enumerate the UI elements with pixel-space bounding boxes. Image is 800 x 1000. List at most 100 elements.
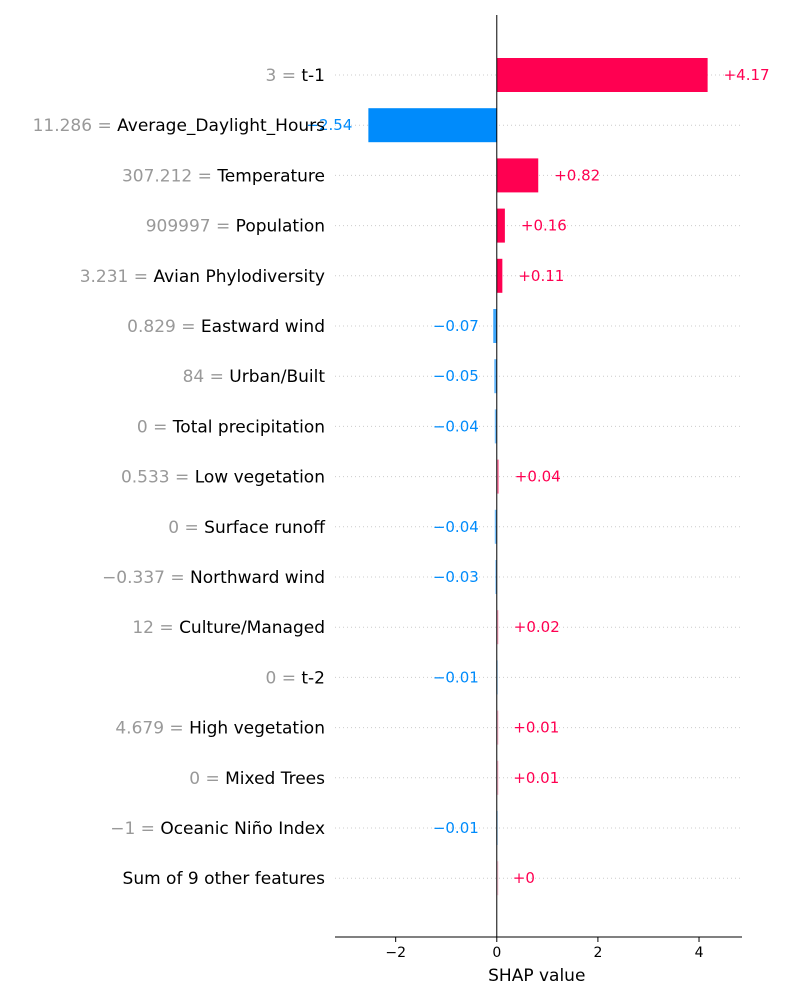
feature-name: Culture/Managed	[179, 618, 325, 638]
equals-sign: =	[135, 819, 160, 839]
equals-sign: =	[176, 317, 201, 337]
bar	[496, 58, 708, 92]
feature-label: 0.533 = Low vegetation	[121, 468, 325, 488]
feature-value: −0.337	[102, 568, 165, 588]
equals-sign: =	[211, 217, 236, 237]
bar	[494, 359, 497, 394]
feature-label: 909997 = Population	[146, 217, 325, 237]
feature-label: −0.337 = Northward wind	[102, 568, 325, 588]
bar	[494, 409, 497, 444]
feature-label: 11.286 = Average_Daylight_Hours	[33, 116, 326, 136]
feature-label: 0.829 = Eastward wind	[127, 317, 325, 337]
feature-value: 11.286	[33, 116, 92, 136]
bar	[495, 560, 497, 594]
value-label: −0.04	[433, 518, 479, 536]
bar	[496, 208, 505, 243]
feature-name: t-1	[301, 66, 325, 86]
feature-label: 0 = Total precipitation	[137, 417, 325, 437]
feature-label: 12 = Culture/Managed	[132, 618, 325, 638]
bar	[496, 610, 499, 645]
bar	[496, 861, 499, 896]
feature-name: Avian Phylodiversity	[153, 267, 325, 287]
feature-value: 84	[183, 367, 205, 387]
feature-name: Surface runoff	[204, 518, 326, 538]
value-label: +0.11	[518, 267, 564, 285]
feature-value: 0.533	[121, 468, 170, 488]
equals-sign: =	[192, 166, 217, 186]
equals-sign: =	[179, 518, 204, 538]
feature-label: 3.231 = Avian Phylodiversity	[80, 267, 325, 287]
feature-name: Sum of 9 other features	[123, 869, 326, 889]
feature-value: 307.212	[122, 166, 192, 186]
value-label: −2.54	[306, 116, 352, 134]
value-label: −0.07	[433, 317, 479, 335]
feature-name: Oceanic Niño Index	[160, 819, 325, 839]
value-label: +0.02	[514, 618, 560, 636]
feature-value: 0	[168, 518, 179, 538]
x-axis: −2 0 2 4	[335, 936, 742, 961]
feature-label: 0 = t-2	[265, 668, 325, 688]
feature-name: Northward wind	[190, 568, 325, 588]
feature-label: 0 = Surface runoff	[168, 518, 326, 538]
value-label: +0.01	[513, 769, 559, 787]
feature-name: Population	[236, 217, 325, 237]
bars	[368, 58, 708, 896]
value-label: +0.82	[554, 166, 600, 184]
feature-label: 3 = t-1	[265, 66, 325, 86]
value-label: +0	[513, 869, 535, 887]
value-label: −0.05	[433, 367, 479, 385]
value-label: −0.01	[433, 668, 479, 686]
feature-name: Temperature	[216, 166, 325, 186]
feature-value: 0	[265, 668, 276, 688]
feature-value: −1	[110, 819, 135, 839]
value-label: +0.16	[521, 217, 567, 235]
x-tick-label: 2	[593, 945, 602, 961]
feature-name: t-2	[301, 668, 325, 688]
equals-sign: =	[170, 468, 195, 488]
equals-sign: =	[165, 568, 190, 588]
feature-value: 0.829	[127, 317, 176, 337]
value-label: −0.03	[433, 568, 479, 586]
bar	[494, 509, 497, 544]
feature-label: −1 = Oceanic Niño Index	[110, 819, 325, 839]
equals-sign: =	[276, 668, 301, 688]
feature-labels: 3 = t-111.286 = Average_Daylight_Hours30…	[33, 66, 327, 889]
feature-value: 909997	[146, 217, 211, 237]
value-label: +0.04	[515, 468, 561, 486]
x-tick-label: 0	[492, 945, 501, 961]
value-label: +0.01	[513, 719, 559, 737]
equals-sign: =	[164, 719, 189, 739]
bar	[496, 760, 499, 795]
value-labels: +4.17 −2.54 +0.82 +0.16 +0.11 −0.07 −0.05 −0.04…	[306, 66, 769, 887]
value-label: +4.17	[724, 66, 770, 84]
bar	[496, 710, 499, 745]
feature-label: 0 = Mixed Trees	[189, 769, 325, 789]
feature-value: 12	[132, 618, 154, 638]
feature-name: Average_Daylight_Hours	[117, 116, 325, 136]
bar	[496, 158, 539, 193]
feature-name: Urban/Built	[229, 367, 325, 387]
feature-name: High vegetation	[189, 719, 325, 739]
bar	[368, 108, 497, 143]
feature-value: 4.679	[115, 719, 164, 739]
feature-label: 307.212 = Temperature	[122, 166, 325, 186]
feature-value: 0	[189, 769, 200, 789]
feature-value: 3.231	[80, 267, 129, 287]
equals-sign: =	[276, 66, 301, 86]
feature-name: Total precipitation	[172, 417, 325, 437]
feature-value: 0	[137, 417, 148, 437]
bar	[493, 309, 497, 343]
feature-value: 3	[265, 66, 276, 86]
bar	[496, 258, 503, 293]
x-tick-label: −2	[385, 945, 406, 961]
x-tick-label: 4	[695, 945, 704, 961]
x-axis-label: SHAP value	[488, 966, 585, 986]
value-label: −0.01	[433, 819, 479, 837]
value-label: −0.04	[433, 417, 479, 435]
feature-label: Sum of 9 other features	[123, 869, 326, 889]
equals-sign: =	[128, 267, 153, 287]
feature-name: Low vegetation	[195, 468, 325, 488]
equals-sign: =	[204, 367, 229, 387]
feature-label: 84 = Urban/Built	[183, 367, 326, 387]
